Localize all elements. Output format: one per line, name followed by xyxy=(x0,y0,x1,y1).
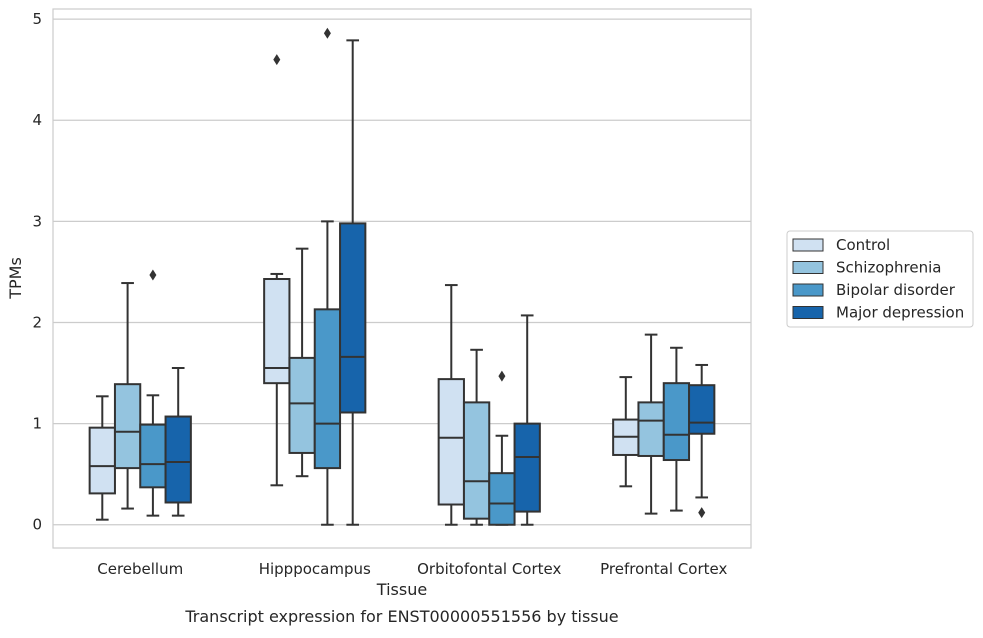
boxes-layer xyxy=(88,27,716,526)
box xyxy=(88,426,116,495)
y-tick-label: 1 xyxy=(32,415,42,433)
box-group xyxy=(88,395,116,521)
box-group xyxy=(612,376,640,488)
box xyxy=(462,401,491,520)
box xyxy=(139,423,167,489)
box-group xyxy=(688,363,716,519)
box xyxy=(688,384,716,435)
box-group xyxy=(462,348,491,526)
x-tick-label: Hipppocampus xyxy=(259,560,371,578)
box-group xyxy=(339,39,367,526)
y-tick-label: 2 xyxy=(32,313,42,331)
box xyxy=(513,422,541,513)
outlier-marker xyxy=(698,507,706,519)
legend-label: Schizophrenia xyxy=(836,259,941,277)
box xyxy=(263,278,291,385)
box-group xyxy=(263,54,291,487)
box xyxy=(339,222,367,414)
outlier-marker xyxy=(273,54,281,66)
box xyxy=(313,308,342,470)
box-group xyxy=(637,333,665,515)
legend-swatch xyxy=(792,261,824,274)
legend-frame xyxy=(786,230,974,328)
y-axis-label: TPMs xyxy=(6,257,25,300)
x-tick-labels: Cerebellum Hipppocampus Orbitofontal Corte… xyxy=(97,560,727,578)
box xyxy=(288,356,316,454)
legend-label: Control xyxy=(836,236,890,254)
box-group xyxy=(513,314,541,526)
y-tick-label: 5 xyxy=(32,10,42,28)
box-group xyxy=(139,269,167,517)
legend-swatch xyxy=(792,283,824,297)
x-axis-label: Tissue xyxy=(376,580,427,599)
box-group xyxy=(437,284,465,526)
y-tick-label: 4 xyxy=(32,111,42,129)
y-tick-label: 0 xyxy=(32,516,42,534)
box xyxy=(164,415,192,504)
box-group xyxy=(113,282,142,510)
legend-label: Bipolar disorder xyxy=(836,281,956,299)
box-group xyxy=(164,366,192,517)
figure-caption: Transcript expression for ENST0000055155… xyxy=(184,607,618,626)
legend-swatch xyxy=(792,238,824,252)
box xyxy=(113,383,142,470)
box xyxy=(637,401,665,457)
legend-label: Major depression xyxy=(836,304,964,322)
plot-frame xyxy=(52,8,752,549)
y-tick-labels: 0 1 2 3 4 5 xyxy=(32,10,42,534)
y-tick-label: 3 xyxy=(32,212,42,230)
x-tick-label: Cerebellum xyxy=(97,560,183,578)
outlier-marker xyxy=(149,269,157,281)
x-tick-label: Orbitofontal Cortex xyxy=(417,560,561,578)
outlier-marker xyxy=(323,27,331,39)
box-group xyxy=(488,370,516,526)
box-group xyxy=(288,247,316,478)
legend-swatch xyxy=(792,306,824,319)
x-tick-label: Prefrontal Cortex xyxy=(600,560,727,578)
box xyxy=(488,472,516,526)
box xyxy=(662,382,691,462)
legend: Control Schizophrenia Bipolar disorder Majo… xyxy=(786,230,974,328)
box-group xyxy=(313,27,342,526)
box xyxy=(437,378,465,506)
outlier-marker xyxy=(498,370,506,382)
box-group xyxy=(662,346,691,512)
